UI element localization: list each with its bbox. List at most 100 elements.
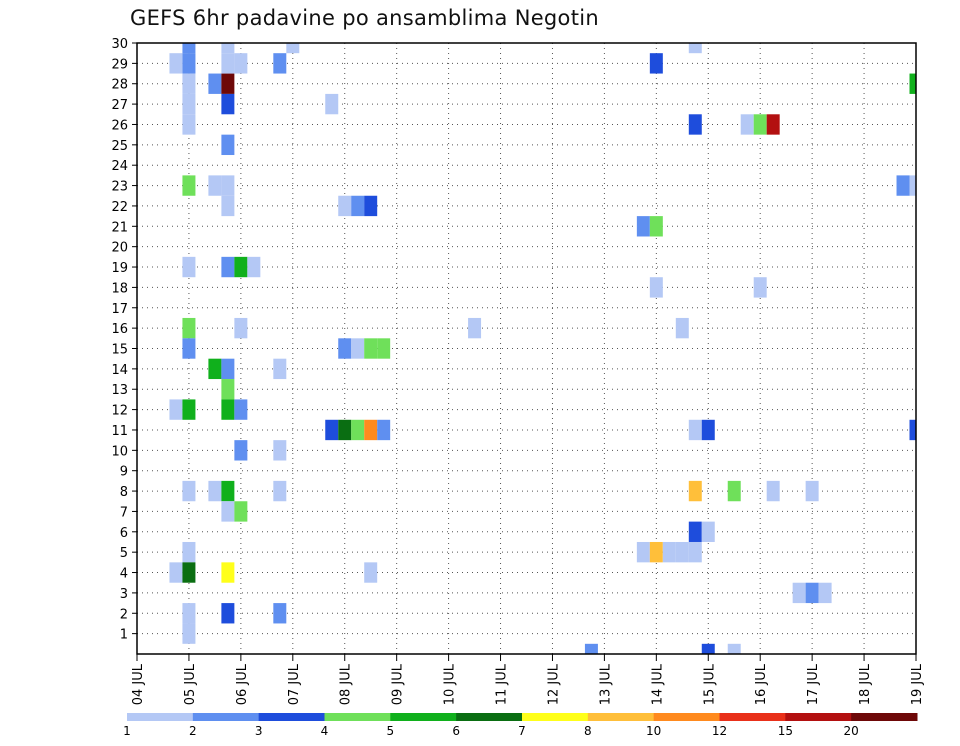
x-tick-label: 04 JUL: [131, 663, 146, 705]
heatmap-cell: [364, 338, 378, 359]
heatmap-cell: [182, 603, 196, 624]
colorbar-segment: [785, 713, 852, 721]
colorbar-label: 4: [321, 724, 329, 738]
heatmap-cell: [766, 480, 780, 502]
colorbar-segment: [192, 713, 260, 721]
heatmap-cell: [909, 175, 916, 196]
y-tick-label: 20: [111, 241, 128, 256]
y-tick-label: 24: [111, 159, 128, 174]
heatmap-cell: [688, 521, 702, 542]
heatmap-cell: [649, 277, 663, 298]
y-tick-label: 12: [111, 404, 128, 419]
y-tick-label: 2: [120, 607, 128, 622]
heatmap-cell: [208, 73, 222, 94]
heatmap-cell: [662, 541, 676, 563]
heatmap-cell: [221, 134, 235, 156]
colorbar-segment: [653, 713, 720, 721]
heatmap-cell: [896, 175, 910, 196]
y-tick-label: 19: [111, 261, 128, 276]
colorbar-segment: [127, 713, 194, 721]
y-tick-label: 15: [111, 343, 128, 358]
heatmap-cell: [182, 43, 196, 54]
y-tick-label: 16: [111, 322, 128, 337]
heatmap-cell: [182, 175, 196, 196]
y-tick-label: 8: [120, 485, 128, 500]
heatmap-cell: [221, 195, 235, 217]
heatmap-cell: [701, 643, 715, 654]
colorbar-label: 8: [584, 724, 592, 738]
heatmap-cell: [727, 643, 741, 654]
y-tick-label: 4: [120, 567, 128, 582]
colorbar-label: 10: [646, 724, 661, 738]
y-tick-label: 28: [111, 78, 128, 93]
heatmap-cell: [688, 43, 702, 54]
heatmap-cell: [351, 195, 365, 217]
heatmap-cell: [221, 53, 235, 74]
heatmap-cell: [584, 643, 598, 654]
colorbar-segment: [324, 713, 391, 721]
colorbar-label: 12: [712, 724, 727, 738]
heatmap-cell: [182, 338, 196, 359]
y-tick-label: 30: [111, 37, 128, 52]
heatmap-cell: [818, 582, 832, 604]
heatmap-cell: [351, 419, 365, 441]
heatmap-cell: [338, 195, 352, 217]
heatmap-cell: [234, 501, 248, 522]
y-axis: 1234567891011121314151617181920212223242…: [111, 37, 137, 643]
heatmap-cell: [792, 582, 806, 604]
heatmap-cell: [377, 419, 391, 441]
heatmap-cell: [221, 73, 235, 94]
heatmap-cell: [688, 419, 702, 441]
heatmap-cell: [325, 93, 339, 115]
heatmap-cell: [688, 541, 702, 563]
x-tick-label: 09 JUL: [391, 663, 406, 705]
heatmap-cell: [766, 114, 780, 135]
y-tick-label: 25: [111, 139, 128, 154]
heatmap-cell: [727, 480, 741, 502]
heatmap-cell: [182, 623, 196, 644]
heatmap-cell: [636, 216, 650, 237]
heatmap-cell: [649, 541, 663, 563]
y-tick-label: 23: [111, 180, 128, 195]
plot-frame: [136, 42, 917, 655]
y-tick-label: 29: [111, 57, 128, 72]
heatmap-cell: [351, 338, 365, 359]
heatmap-cell: [675, 541, 689, 563]
colorbar: 1 2 3 4 5 6 7 8 10 12 15 20: [123, 713, 918, 738]
y-tick-label: 1: [120, 628, 128, 643]
y-tick-label: 11: [111, 424, 128, 439]
heatmap-cell: [740, 114, 754, 135]
heatmap-cell: [182, 53, 196, 74]
colorbar-label: 20: [844, 724, 859, 738]
heatmap-cell: [364, 562, 378, 583]
colorbar-label: 1: [123, 724, 131, 738]
x-tick-label: 16 JUL: [754, 663, 769, 705]
y-tick-label: 27: [111, 98, 128, 113]
heatmap-cell: [338, 419, 352, 441]
y-tick-label: 9: [120, 465, 128, 480]
heatmap-cell: [221, 175, 235, 196]
heatmap-cell: [221, 379, 235, 400]
grid-lines: [137, 43, 916, 654]
colorbar-label: 6: [452, 724, 460, 738]
heatmap-cell: [234, 440, 248, 461]
colorbar-segment: [522, 713, 589, 721]
y-tick-label: 26: [111, 118, 128, 133]
heatmap-cell: [364, 419, 378, 441]
x-tick-label: 13 JUL: [598, 663, 613, 705]
heatmap-cell: [234, 317, 248, 339]
heatmap-cell: [805, 480, 819, 502]
colorbar-label: 3: [255, 724, 263, 738]
heatmap-cell: [273, 53, 287, 74]
heatmap-cell: [221, 256, 235, 278]
heatmap-cell: [234, 53, 248, 74]
heatmap-cell: [208, 175, 222, 196]
x-tick-label: 15 JUL: [702, 663, 717, 705]
colorbar-segment: [258, 713, 325, 721]
heatmap-cell: [273, 480, 287, 502]
y-tick-label: 7: [120, 505, 128, 520]
heatmap-cell: [182, 317, 196, 339]
heatmap-cell: [701, 521, 715, 542]
